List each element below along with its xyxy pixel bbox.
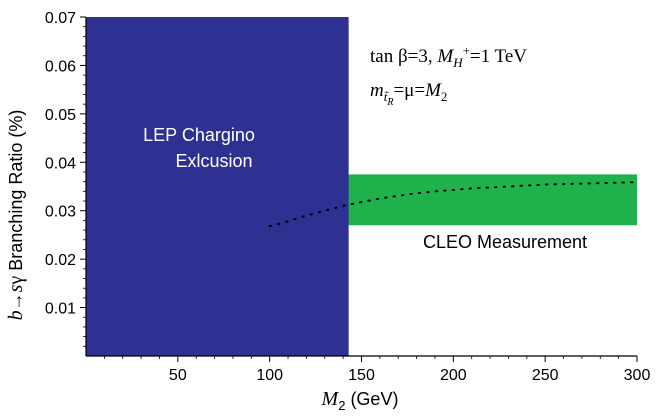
x-tick-label: 100 <box>256 367 283 384</box>
y-tick-label: 0.07 <box>45 10 76 27</box>
x-tick-label: 150 <box>348 367 375 384</box>
params-line1: tan β=3, MH+=1 TeV <box>370 43 527 70</box>
series-line-0 <box>268 181 638 228</box>
regions-layer <box>86 17 637 356</box>
y-axis-title: b→sγ Branching Ratio (%) <box>5 110 27 321</box>
y-tick-label: 0.05 <box>45 107 76 124</box>
x-tick-label: 200 <box>440 367 467 384</box>
lep-label-line2: Exlcusion <box>175 151 252 171</box>
lep-exclusion-region <box>86 17 349 356</box>
x-axis-title: M2 (GeV) <box>321 388 399 413</box>
params-line2: mt̃R=μ=M2 <box>370 80 447 108</box>
y-tick-label: 0.03 <box>45 204 76 221</box>
cleo-label: CLEO Measurement <box>423 232 587 252</box>
y-tick-label: 0.04 <box>45 155 76 172</box>
x-tick-label: 250 <box>532 367 559 384</box>
x-tick-label: 300 <box>624 367 651 384</box>
series-layer <box>268 181 638 228</box>
x-tick-label: 50 <box>169 367 187 384</box>
ticks-layer: 50 100 150 200 250 300 0.01 0.02 0.03 0.04 0.05 0.0… <box>45 10 651 384</box>
y-tick-label: 0.02 <box>45 252 76 269</box>
y-tick-label: 0.01 <box>45 301 76 318</box>
lep-label-line1: LEP Chargino <box>143 125 255 145</box>
y-tick-label: 0.06 <box>45 58 76 75</box>
